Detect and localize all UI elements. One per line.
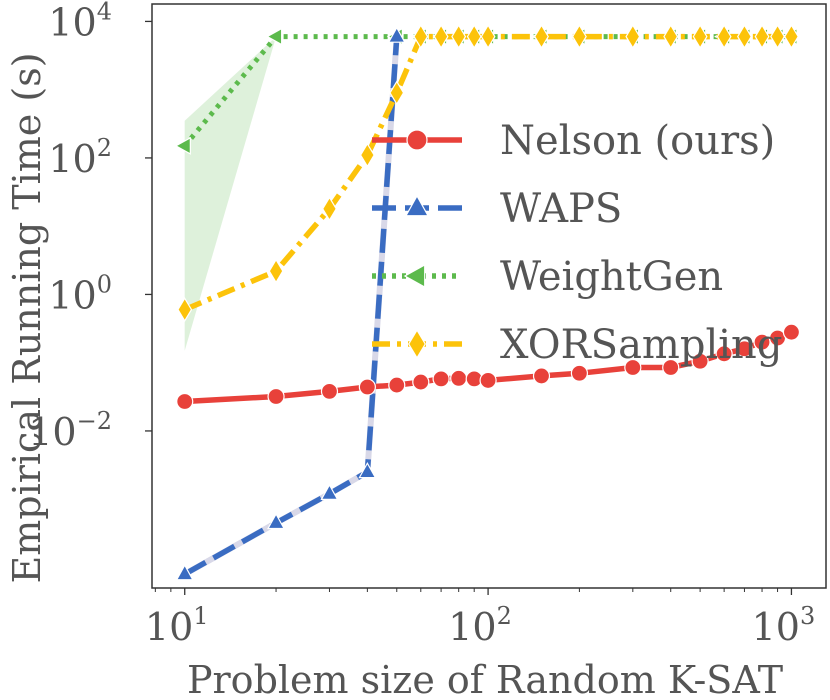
point-xorsampling (783, 24, 799, 49)
series-waps (175, 26, 406, 581)
point-weightgen (266, 27, 283, 46)
legend-label-nelson-ours: Nelson (ours) (500, 118, 775, 164)
tick-layer: 101 102 103 10−2 100 102 104 (28, 0, 815, 649)
legend-item-nelson-ours: Nelson (ours) (372, 118, 775, 164)
point-waps (387, 26, 406, 43)
point-xorsampling (480, 24, 496, 49)
point-nelson-ours (432, 370, 450, 388)
legend: Nelson (ours) WAPS WeightGen XORSampling (372, 118, 782, 368)
point-nelson-ours (450, 369, 468, 387)
point-xorsampling (754, 24, 770, 49)
confidence-band-layer (184, 36, 277, 351)
x-tick-label: 101 (145, 602, 209, 649)
x-tick-label: 102 (448, 602, 512, 649)
point-xorsampling (451, 24, 467, 49)
point-xorsampling (413, 24, 429, 49)
point-xorsampling (268, 258, 284, 284)
y-axis-label: Empirical Running Time (s) (5, 52, 49, 583)
x-axis-label: Problem size of Random K-SAT (187, 658, 783, 700)
point-xorsampling (177, 297, 193, 322)
plot-frame (151, 3, 827, 589)
series-nelson-ours (176, 323, 801, 411)
point-nelson-ours (782, 323, 801, 341)
band-weightgen (184, 36, 277, 351)
legend-label-xorsampling: XORSampling (500, 322, 782, 368)
point-nelson-ours (358, 378, 376, 396)
legend-item-weightgen: WeightGen (372, 254, 723, 300)
point-nelson-ours (267, 387, 285, 406)
legend-item-xorsampling: XORSampling (372, 322, 782, 368)
point-nelson-ours (479, 371, 497, 390)
point-xorsampling (571, 24, 587, 49)
y-tick-label: 100 (48, 270, 112, 317)
series-layer (174, 24, 801, 581)
point-nelson-ours (735, 340, 754, 358)
plot-frame-layer (151, 3, 827, 589)
point-nelson-ours (176, 392, 194, 411)
point-xorsampling (736, 24, 752, 49)
point-nelson-ours (715, 345, 733, 363)
legend-label-weightgen: WeightGen (500, 254, 723, 300)
point-xorsampling (716, 24, 732, 49)
point-xorsampling (534, 24, 549, 49)
point-nelson-ours (532, 367, 551, 385)
point-xorsampling (433, 24, 449, 49)
point-xorsampling (389, 80, 405, 106)
legend-marker-nelson-ours (406, 129, 428, 151)
y-tick-label: 104 (48, 0, 112, 44)
legend-marker-xorsampling (408, 329, 426, 359)
point-waps (320, 483, 339, 500)
point-nelson-ours (662, 358, 680, 377)
legend-item-waps: WAPS (372, 186, 622, 232)
point-xorsampling (359, 142, 375, 168)
point-xorsampling (625, 24, 641, 49)
legend-marker-weightgen (403, 263, 426, 289)
point-nelson-ours (412, 373, 430, 391)
legend-label-waps: WAPS (500, 186, 622, 232)
x-tick-label: 103 (752, 602, 816, 649)
series-xorsampling (177, 24, 799, 322)
y-tick-label: 10−2 (28, 407, 112, 454)
point-nelson-ours (624, 358, 642, 377)
point-waps (175, 564, 194, 581)
point-xorsampling (663, 24, 679, 49)
point-nelson-ours (320, 382, 339, 400)
point-nelson-ours (388, 376, 406, 394)
point-nelson-ours (570, 364, 589, 382)
point-xorsampling (466, 24, 482, 49)
point-waps (267, 512, 286, 530)
point-xorsampling (322, 196, 337, 222)
legend-marker-waps (404, 194, 430, 217)
point-weightgen (174, 136, 191, 155)
point-xorsampling (692, 24, 708, 49)
y-tick-label: 102 (48, 134, 112, 181)
point-xorsampling (770, 24, 786, 49)
point-nelson-ours (691, 352, 709, 370)
point-waps (358, 462, 377, 479)
